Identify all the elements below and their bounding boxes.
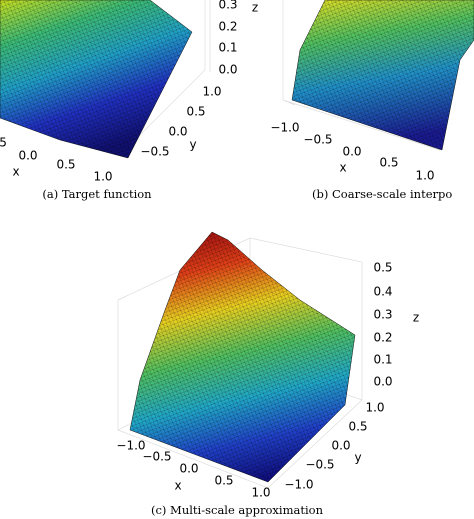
z-tick-label: 0.4 [373, 285, 392, 299]
y-axis-label: y [354, 451, 361, 465]
y-axis-label: y [189, 138, 196, 152]
y-tick-label: 1.0 [202, 85, 221, 99]
labels: 0.3 0.2 0.1 0.0 1.0 0.5 0.0 −0.5 5 0.0 0.5 1.0 z y x (a… [0, 0, 452, 517]
panel-c [117, 231, 363, 489]
x-tick-label: 0.0 [179, 462, 198, 476]
y-tick-label: −1.0 [284, 478, 313, 492]
x-tick-label: 1.0 [251, 486, 270, 500]
z-tick-label: 0.1 [373, 353, 392, 367]
caption: (c) Multi-scale approximation [151, 503, 324, 517]
x-tick-label: −1.0 [116, 439, 145, 453]
z-tick-label: 0.3 [373, 308, 392, 322]
y-tick-label: 0.5 [186, 105, 205, 119]
surface-mesh [130, 232, 355, 482]
x-tick-label: 1.0 [93, 170, 112, 184]
x-axis-label: x [339, 161, 346, 175]
z-tick-label: 0.0 [373, 375, 392, 389]
x-axis-label: x [12, 165, 19, 179]
x-axis-label: x [174, 479, 181, 493]
z-tick-label: 0.2 [373, 331, 392, 345]
surface-mesh [0, 0, 192, 158]
z-tick-label: 0.3 [218, 0, 237, 12]
y-tick-label: −0.5 [305, 458, 334, 472]
x-tick-label: −0.5 [142, 450, 171, 464]
z-tick-label: 0.5 [373, 261, 392, 275]
x-tick-label: −1.0 [270, 121, 299, 135]
x-tick-label: 0.0 [18, 149, 37, 163]
z-tick-label: 0.2 [218, 20, 237, 34]
x-tick-label: 1.0 [415, 169, 434, 183]
x-tick-label: 0.5 [214, 474, 233, 488]
x-tick-label: −0.5 [303, 133, 332, 147]
y-tick-label: 0.0 [331, 439, 350, 453]
surface-mesh [292, 0, 474, 150]
panel-b [282, 0, 474, 151]
z-axis-label: z [252, 1, 258, 15]
pane [119, 0, 211, 156]
y-tick-label: 1.0 [365, 401, 384, 415]
panel-a [0, 0, 211, 159]
caption: (b) Coarse-scale interpo [312, 187, 452, 201]
z-tick-label: 0.1 [218, 41, 237, 55]
x-tick-label: 0.5 [379, 156, 398, 170]
z-tick-label: 0.0 [218, 63, 237, 77]
x-tick-label: 5 [0, 136, 7, 150]
y-tick-label: −0.5 [140, 145, 169, 159]
pane [282, 0, 441, 151]
x-tick-label: 0.5 [56, 158, 75, 172]
x-tick-label: 0.0 [342, 145, 361, 159]
caption: (a) Target function [42, 187, 152, 201]
y-tick-label: 0.5 [348, 420, 367, 434]
z-axis-label: z [413, 311, 419, 325]
y-tick-label: 0.0 [168, 125, 187, 139]
